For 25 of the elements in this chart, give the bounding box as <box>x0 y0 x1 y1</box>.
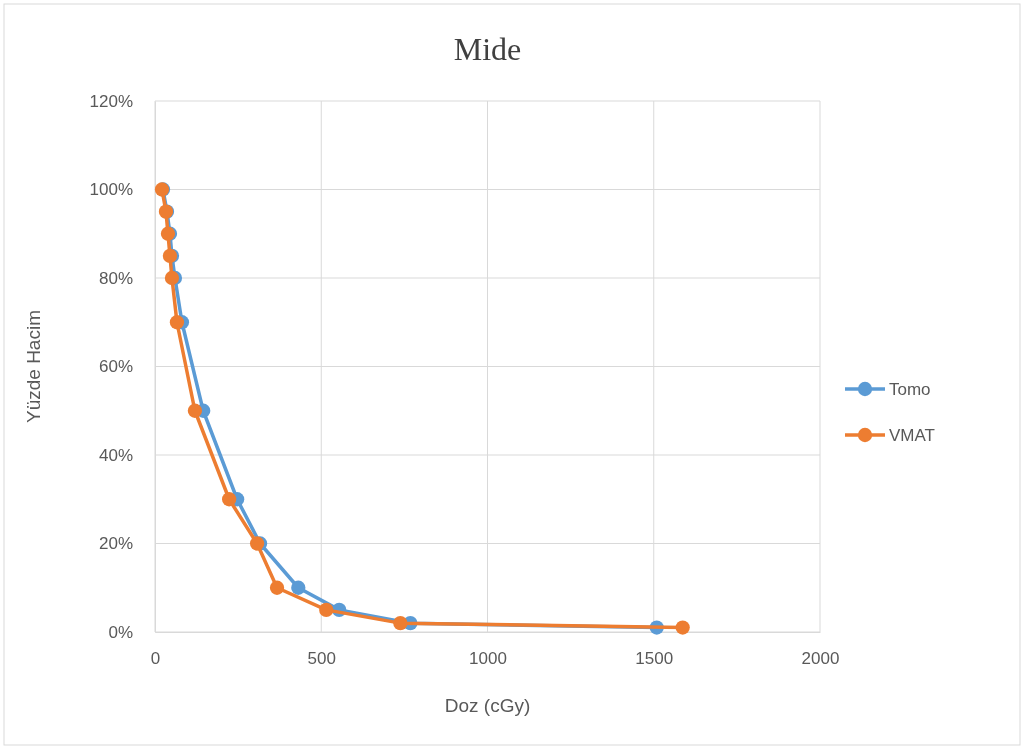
x-tick-label: 0 <box>150 649 161 669</box>
point <box>675 620 690 635</box>
x-axis-title: Doz (cGy) <box>444 695 531 716</box>
point <box>393 616 408 631</box>
legend-label: Tomo <box>889 380 931 399</box>
y-tick-label: 40% <box>98 445 133 465</box>
point <box>222 492 237 507</box>
point <box>187 403 203 418</box>
y-tick-label: 100% <box>89 180 133 200</box>
y-tick-label: 60% <box>98 357 133 377</box>
x-tick-label: 1000 <box>469 649 507 669</box>
y-tick-label: 20% <box>98 534 133 554</box>
point <box>319 602 334 617</box>
y-tick-label: 120% <box>89 91 133 111</box>
point <box>291 580 306 595</box>
point <box>269 580 285 595</box>
point <box>169 315 185 330</box>
x-tick-label: 500 <box>307 649 336 669</box>
chart-title: Mide <box>453 31 522 67</box>
legend-label: VMAT <box>889 426 935 445</box>
x-tick-label: 2000 <box>801 649 840 669</box>
y-tick-label: 0% <box>108 622 133 642</box>
y-axis-title: Yüzde Hacim <box>23 310 44 423</box>
y-tick-label: 80% <box>98 268 133 288</box>
x-tick-label: 1500 <box>635 649 674 669</box>
